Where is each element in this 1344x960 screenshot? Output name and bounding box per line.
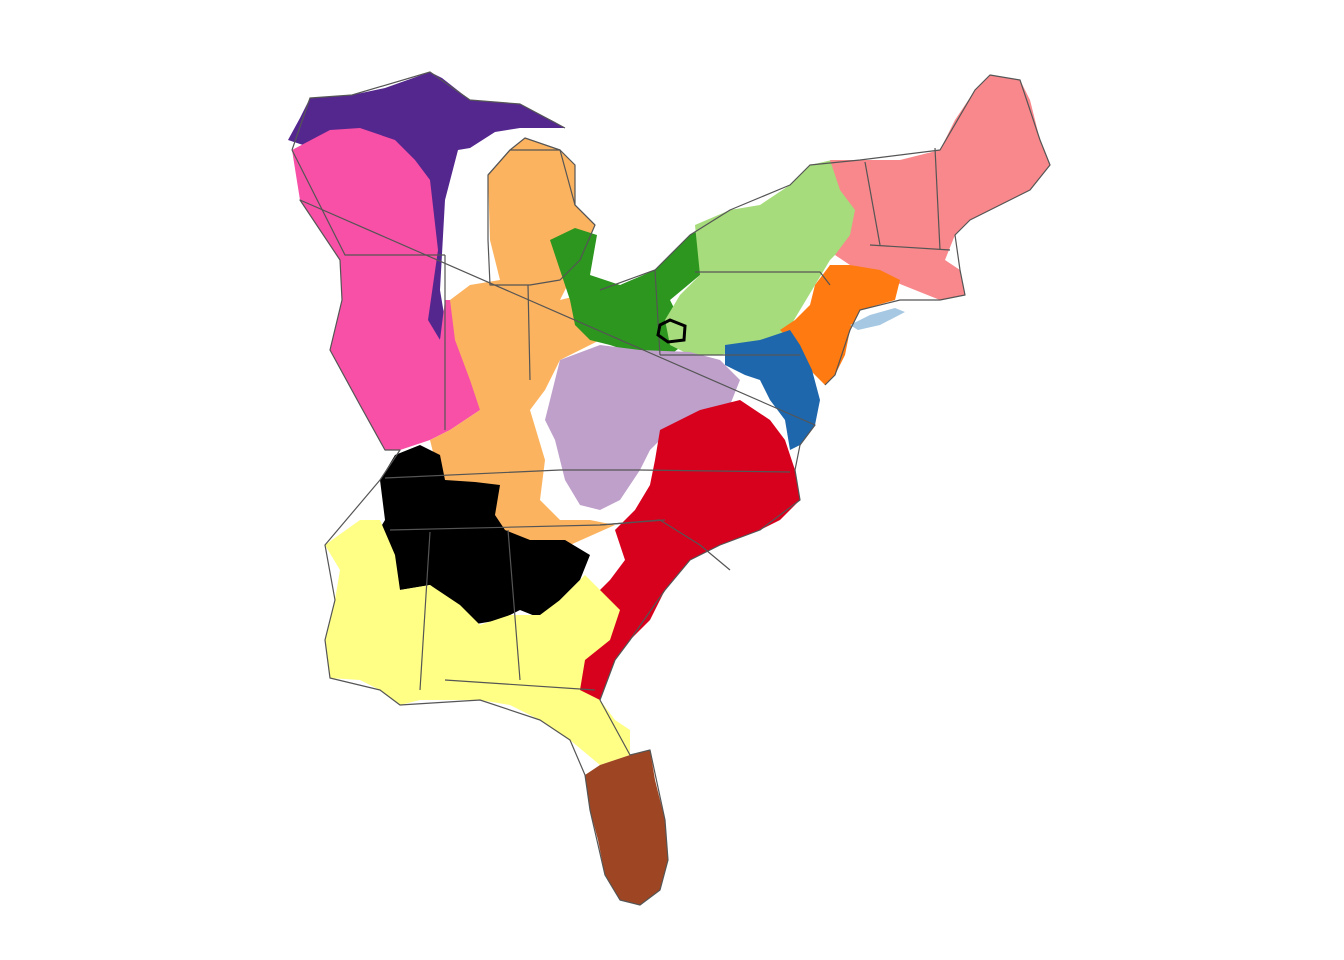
state-border-kentucky-tennessee bbox=[384, 469, 791, 479]
state-borders bbox=[291, 71, 1051, 906]
state-border-nh-me bbox=[934, 147, 941, 251]
region-virginia-carolinas-georgia bbox=[565, 400, 800, 720]
state-border-ohio-pennsylvania bbox=[654, 269, 661, 356]
region-deep-south bbox=[325, 520, 630, 765]
state-border-ms-al bbox=[419, 531, 431, 691]
highlighted-county-outline bbox=[656, 318, 687, 344]
state-border-pennsylvania-newyork bbox=[695, 271, 831, 286]
region-west-virginia-kentucky-appalachia bbox=[545, 345, 740, 510]
region-florida bbox=[585, 750, 668, 905]
state-border-vt-nh bbox=[864, 161, 881, 246]
region-tennessee-mississippi-alabama bbox=[370, 445, 590, 625]
region-new-england bbox=[830, 75, 1050, 300]
state-border-al-ga bbox=[507, 529, 521, 681]
region-maryland-delaware bbox=[725, 330, 820, 450]
state-border-new-england-south bbox=[869, 244, 951, 251]
region-layer bbox=[288, 72, 1050, 905]
coastline-outline bbox=[291, 71, 1051, 906]
state-border-ga-fl bbox=[444, 679, 596, 691]
region-nyc-new-jersey bbox=[780, 265, 900, 385]
state-border-indiana-ohio bbox=[527, 284, 531, 381]
region-long-island bbox=[850, 308, 905, 330]
state-border-wisconsin-illinois bbox=[291, 149, 445, 256]
state-border-nc-sc bbox=[599, 519, 731, 571]
